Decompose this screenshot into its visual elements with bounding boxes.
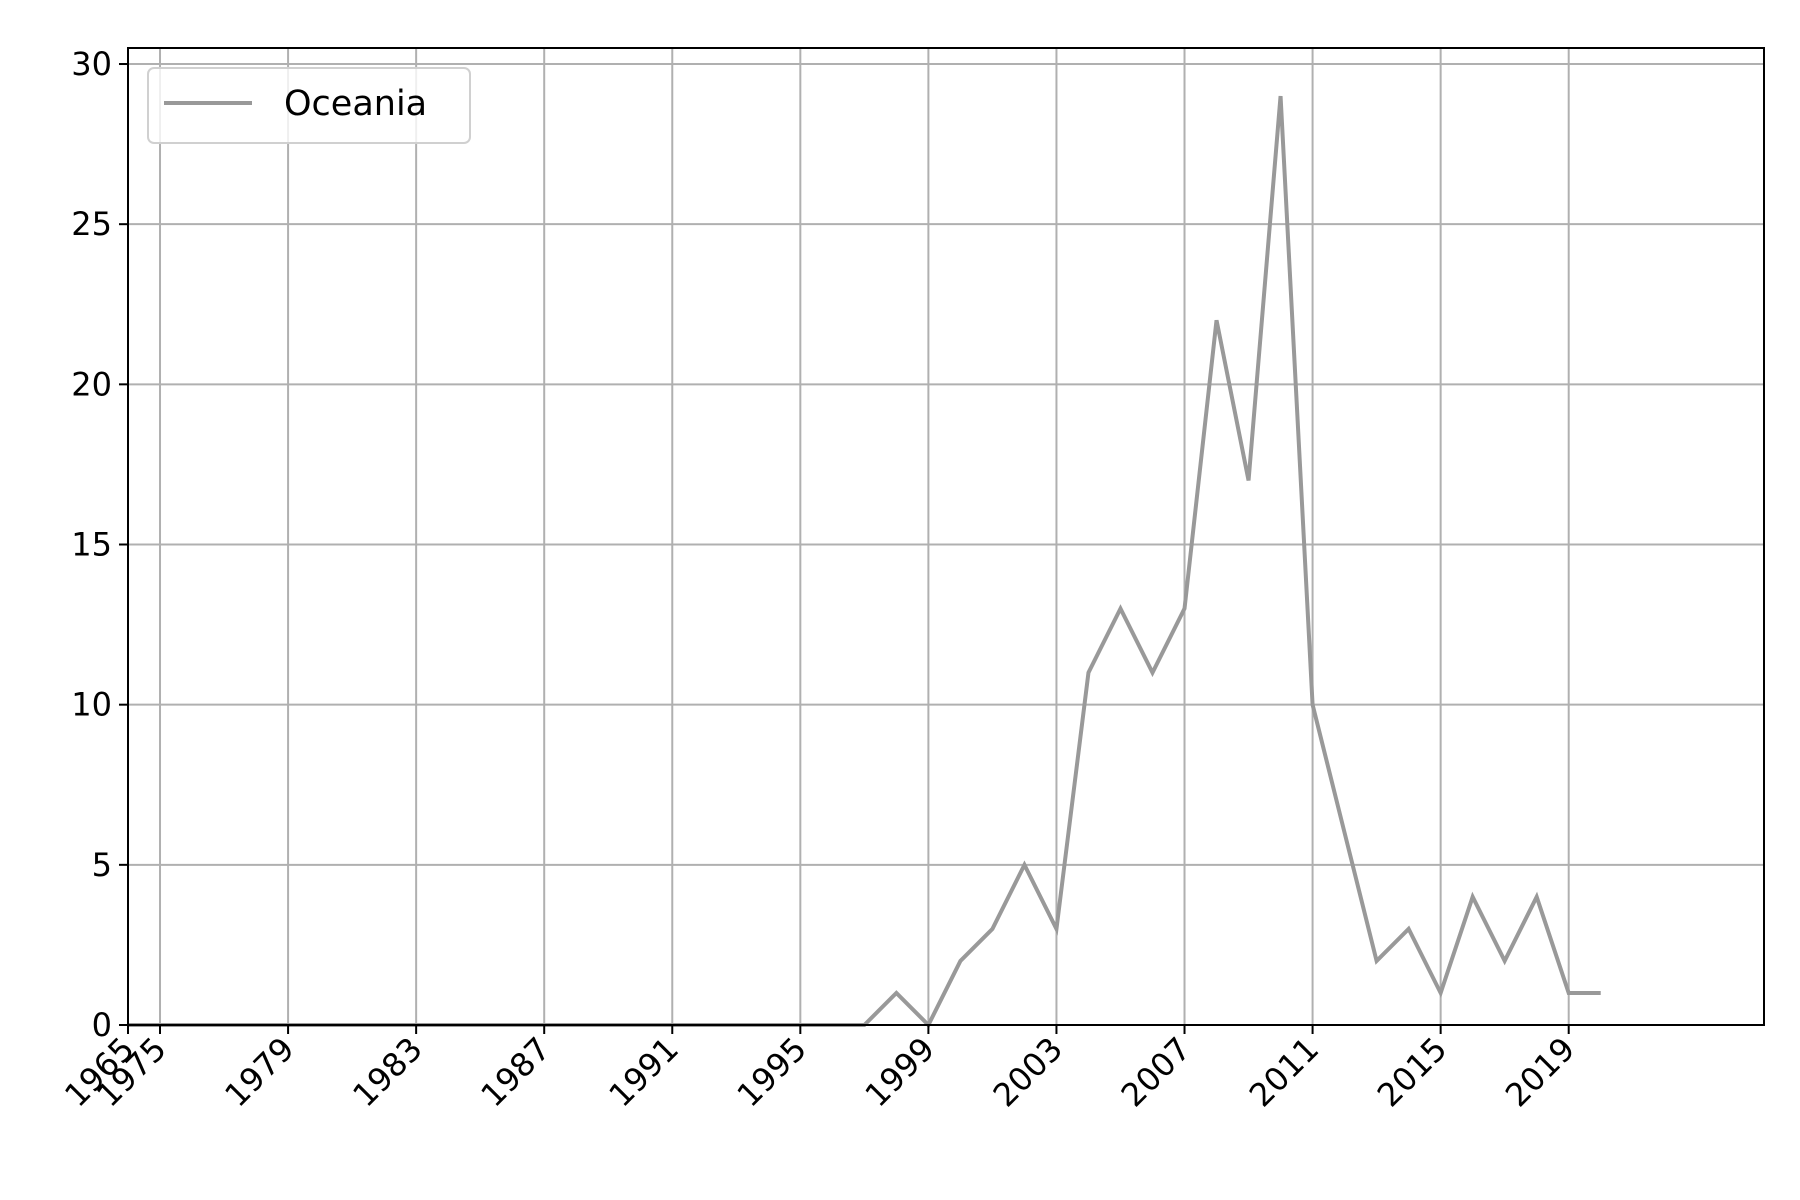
y-axis: 0 5 10 15 20 25 30: [71, 45, 128, 1044]
plot-frame: [127, 47, 1765, 1026]
legend-box: [147, 67, 471, 144]
y-tick-label: 25: [71, 205, 112, 243]
x-tick-label: 2003: [986, 1030, 1070, 1114]
x-tick-label: 1979: [217, 1030, 301, 1114]
legend: Oceania: [147, 67, 471, 144]
legend-label: Oceania: [284, 84, 427, 124]
y-tick-label: 30: [71, 45, 112, 83]
x-tick-label: 1983: [345, 1030, 429, 1114]
series-line: [128, 95, 1601, 1029]
x-tick-label: 2011: [1242, 1030, 1326, 1114]
y-tick-label: 5: [92, 846, 112, 884]
x-tick-label: 2015: [1370, 1030, 1454, 1114]
x-tick-label: 1987: [473, 1030, 557, 1114]
x-tick-label: 1991: [601, 1030, 685, 1114]
y-tick-label: 0: [92, 1006, 112, 1044]
y-tick-label: 20: [71, 365, 112, 403]
x-tick-label: 1999: [858, 1030, 942, 1114]
y-tick-label: 15: [71, 526, 112, 564]
y-tick-label: 10: [71, 686, 112, 724]
x-tick-label: 2019: [1498, 1030, 1582, 1114]
series-layer: [128, 95, 1601, 1029]
x-tick-label: 2007: [1114, 1030, 1198, 1114]
grid: [127, 48, 1764, 1026]
x-tick-label: 1995: [730, 1030, 814, 1114]
